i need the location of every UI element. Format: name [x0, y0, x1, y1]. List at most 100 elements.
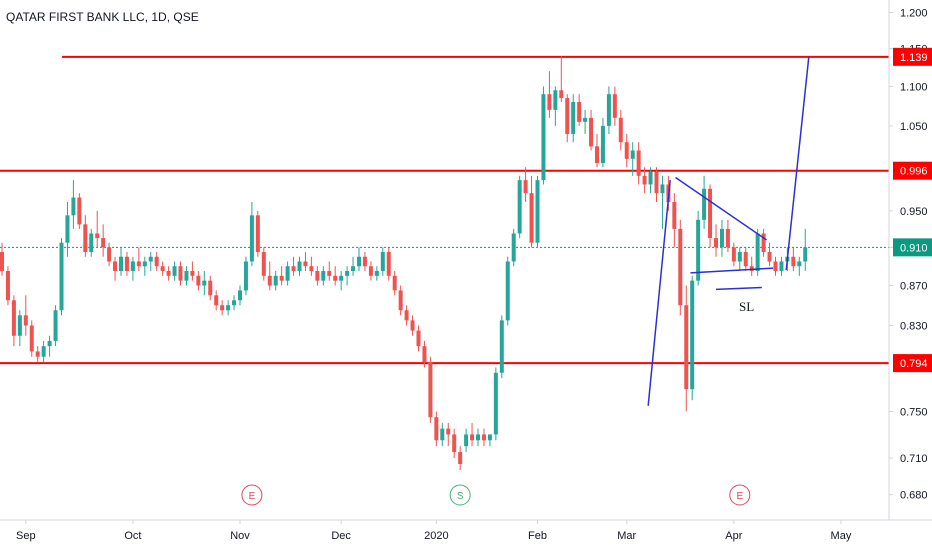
candle-body: [624, 142, 629, 159]
time-tick-label: Sep: [16, 530, 36, 542]
candle-body: [464, 434, 469, 447]
candle-body: [238, 290, 242, 301]
candle-body: [731, 247, 736, 262]
candle-body: [505, 261, 510, 321]
candle-body: [77, 197, 82, 225]
candle-body: [386, 252, 391, 276]
levels-layer: [0, 55, 889, 365]
candle-body: [5, 271, 10, 301]
candle-body: [113, 261, 118, 272]
sl-annotation: SL: [739, 299, 754, 314]
candle-body: [529, 193, 534, 243]
candle-body: [208, 280, 213, 296]
candle-body: [696, 219, 701, 281]
candle-body: [452, 434, 457, 453]
price-tag: [893, 47, 932, 66]
candle-body: [351, 266, 356, 272]
price-tick-label: 1.100: [900, 81, 928, 93]
candle-body: [392, 275, 397, 291]
candle-body: [571, 101, 576, 135]
candle-body: [255, 215, 260, 253]
candle-body: [95, 233, 100, 239]
candle-body: [368, 266, 373, 276]
candle-body: [333, 275, 338, 281]
candle-body: [119, 256, 123, 272]
candle-body: [428, 362, 433, 418]
candle-body: [124, 256, 129, 272]
candle-body: [398, 290, 403, 311]
candle-body: [279, 275, 284, 281]
candle-body: [107, 247, 112, 262]
candle-body: [499, 320, 504, 373]
candle-body: [642, 175, 647, 185]
candle-body: [797, 261, 802, 267]
candle-body: [517, 180, 522, 234]
candle-body: [690, 280, 695, 390]
time-tick-label: Oct: [124, 530, 141, 542]
candle-body: [773, 261, 778, 272]
candle-body: [630, 150, 635, 159]
price-tick-label: 0.870: [900, 281, 928, 293]
candle-body: [702, 188, 707, 220]
price-tick-label: 1.200: [900, 8, 928, 20]
price-tag-label: 1.139: [900, 52, 928, 64]
candle-body: [684, 305, 689, 390]
candle-body: [65, 215, 70, 243]
candle-body: [190, 271, 195, 276]
candle-body: [166, 271, 171, 276]
candle-body: [41, 346, 46, 357]
candle-body: [589, 117, 594, 147]
candle-body: [59, 242, 64, 311]
candle-body: [47, 340, 52, 347]
price-tag-label: 0.910: [900, 242, 928, 254]
time-axis[interactable]: Sep Oct Nov Dec 2020 Feb Mar Apr May: [16, 520, 852, 542]
candle-body: [172, 266, 177, 276]
candle-body: [285, 266, 290, 281]
candle-body: [565, 98, 570, 135]
candle-body: [583, 117, 588, 122]
time-tick-label: Mar: [617, 530, 636, 542]
candle-body: [708, 188, 713, 239]
candle-body: [142, 261, 147, 267]
candle-body: [178, 266, 183, 281]
time-tick-label: 2020: [424, 530, 448, 542]
candle-body: [487, 434, 492, 441]
candle-body: [0, 252, 4, 272]
candle-body: [791, 256, 796, 267]
candle-body: [243, 261, 248, 291]
time-tick-label: Dec: [331, 530, 351, 542]
stop-loss-line: [715, 286, 762, 291]
candle-body: [11, 300, 16, 336]
candle-body: [553, 90, 558, 110]
candle-body: [303, 261, 308, 267]
candle-body: [660, 184, 665, 194]
triangle-lower-line: [690, 267, 774, 274]
candle-body: [321, 271, 326, 281]
candle-body: [220, 305, 225, 311]
candle-body: [672, 201, 677, 229]
price-tick-label: 0.680: [900, 490, 928, 502]
candle-body: [654, 171, 659, 194]
price-tick-label: 0.830: [900, 320, 928, 332]
candle-body: [273, 275, 278, 286]
candle-body: [737, 252, 742, 262]
price-tag-label: 0.996: [900, 166, 928, 178]
candle-body: [154, 256, 159, 267]
candle-body: [476, 434, 480, 441]
candle-body: [422, 346, 427, 363]
candle-body: [595, 146, 599, 164]
event-marker-label: S: [457, 491, 464, 502]
event-marker-e: [729, 484, 751, 506]
candle-body: [261, 252, 266, 276]
candle-body: [196, 275, 201, 286]
price-tick-label: 0.710: [900, 453, 928, 465]
event-marker-label: E: [736, 491, 743, 502]
price-axis[interactable]: 1.2001.1501.1001.0500.9500.9100.8700.830…: [889, 8, 932, 502]
candle-body: [23, 315, 28, 326]
candle-body: [327, 271, 332, 276]
candle-body: [29, 325, 34, 352]
triangle-upper-line: [675, 176, 767, 241]
candle-body: [535, 180, 540, 243]
candle-body: [362, 256, 367, 267]
